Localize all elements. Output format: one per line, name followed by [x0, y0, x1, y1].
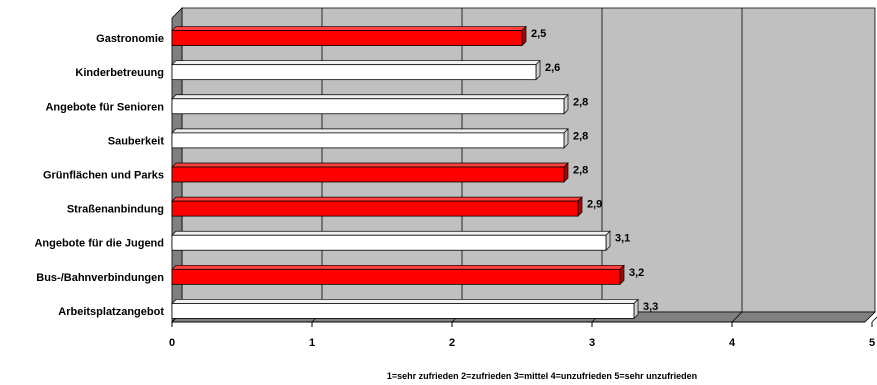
x-axis-title: 1=sehr zufrieden 2=zufrieden 3=mittel 4=… [387, 371, 697, 381]
bar [171, 98, 565, 115]
gridline-floor [871, 316, 877, 323]
category-label: Kinderbetreuung [75, 67, 164, 79]
value-label: 2,8 [573, 165, 588, 177]
x-tick-label: 3 [589, 337, 595, 349]
bar-top-face [171, 264, 625, 270]
bar-top-face [171, 128, 569, 134]
value-label: 3,1 [615, 233, 630, 245]
value-label: 2,5 [531, 28, 546, 40]
bar [171, 200, 579, 217]
x-tick-label: 0 [169, 337, 175, 349]
bar-top-face [171, 196, 583, 202]
x-tick-label: 2 [449, 337, 455, 349]
bar [171, 30, 523, 46]
category-label: Straßenanbindung [67, 204, 164, 216]
x-tick-label: 4 [729, 337, 736, 349]
value-label: 2,8 [573, 96, 588, 108]
bar [171, 166, 565, 183]
x-tick-label: 1 [309, 337, 315, 349]
value-label: 3,3 [643, 301, 658, 313]
bar-top-face [171, 230, 611, 236]
x-tick-label: 5 [869, 337, 875, 349]
category-label: Bus-/Bahnverbindungen [36, 272, 164, 284]
category-label: Gastronomie [96, 33, 164, 45]
category-label: Grünflächen und Parks [43, 170, 164, 182]
category-label: Sauberkeit [108, 135, 165, 147]
bar-top-face [171, 299, 639, 304]
value-label: 2,9 [587, 199, 602, 211]
bar [171, 234, 607, 251]
value-label: 2,6 [545, 62, 560, 74]
bar-top-face [171, 26, 527, 31]
bar [171, 303, 635, 319]
category-label: Angebote für die Jugend [34, 238, 164, 250]
bar [171, 64, 537, 81]
bar [171, 268, 621, 285]
bar-top-face [171, 60, 541, 66]
value-label: 3,2 [629, 267, 644, 279]
bar-top-face [171, 162, 569, 168]
category-label: Angebote für Senioren [45, 101, 164, 113]
category-label: Arbeitsplatzangebot [58, 306, 164, 318]
bar-top-face [171, 94, 569, 100]
value-label: 2,8 [573, 130, 588, 142]
bar [171, 132, 565, 149]
gridline-floor [731, 311, 743, 323]
